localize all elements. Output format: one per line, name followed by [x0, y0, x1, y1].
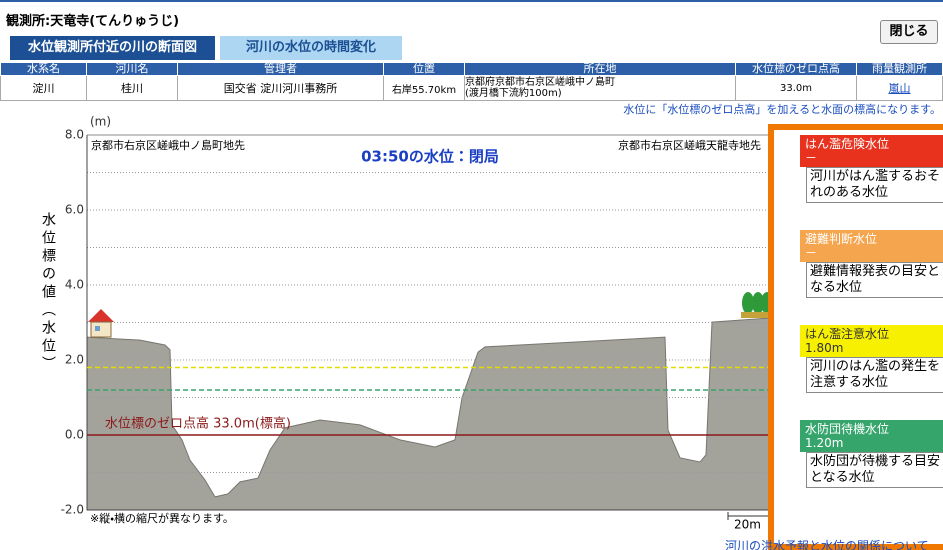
zero-line-label: 水位標のゼロ点高 33.0m(標高) — [105, 416, 291, 432]
bank-label: 京都市右京区嵯峨天龍寺地先 — [618, 138, 761, 152]
level-name: はん濫危険水位 — [805, 137, 890, 151]
footer-link[interactable]: 河川の洪水予報と水位の関係について — [725, 539, 929, 550]
y-tick-label: -2.0 — [61, 503, 84, 517]
scale-note: ※縦・横の縮尺が異なります。 — [90, 511, 234, 525]
level-header: 水防団待機水位 1.20m — [800, 420, 943, 452]
level-value: 1.20m — [805, 436, 844, 450]
y-tick-label: 8.0 — [65, 128, 84, 142]
col-header: 水系名 — [0, 62, 87, 76]
top-rule — [0, 0, 943, 2]
scale-bar-label: 20m — [734, 518, 761, 532]
tab-active[interactable]: 水位観測所付近の川の断面図 — [10, 36, 215, 60]
level-value: － — [805, 246, 818, 260]
level-header: はん濫危険水位－ — [800, 135, 943, 167]
station-title: 観測所:天竜寺(てんりゅうじ) — [6, 14, 180, 29]
level-header: はん濫注意水位 1.80m — [800, 325, 943, 357]
cell: 33.0m — [735, 75, 857, 101]
house-icon — [88, 309, 114, 338]
level-description: 水防団が待機する目安となる水位 — [806, 452, 943, 488]
tab[interactable]: 河川の水位の時間変化 — [220, 36, 402, 60]
location: 京都府京都市右京区嵯峨中ノ島町 — [465, 77, 615, 88]
info-table: 水系名 河川名 管理者 位置 所在地 水位標のゼロ点高 雨量観測所 淀川 桂川 … — [0, 62, 943, 101]
y-axis-label: 水位標の値（水位） — [40, 212, 56, 374]
col-header: 水位標のゼロ点高 — [735, 62, 857, 76]
cell: 右岸55.70km — [383, 75, 465, 101]
rain-link[interactable]: 嵐山 — [888, 82, 911, 95]
status: 03:50の水位：閉局 — [361, 148, 499, 166]
cell: 嵐山 — [856, 75, 943, 101]
ground-profile — [86, 317, 771, 511]
level-name: 避難判断水位 — [805, 232, 878, 246]
level-description: 河川がはん濫するおそれのある水位 — [806, 167, 943, 203]
level-name: 水防団待機水位 — [805, 422, 890, 436]
level-header: 避難判断水位－ — [800, 230, 943, 262]
y-tick-label: 2.0 — [65, 353, 84, 367]
location: (渡月橋下流約100m) — [465, 88, 562, 99]
cell: 京都府京都市右京区嵯峨中ノ島町 (渡月橋下流約100m) — [464, 75, 736, 101]
y-tick-label: 6.0 — [65, 203, 84, 217]
note: 水位に「水位標のゼロ点高」を加えると水面の標高になります。 — [623, 103, 941, 116]
bank-label: 京都市右京区嵯峨中ノ島町地先 — [91, 138, 245, 152]
level-name: はん濫注意水位 — [805, 327, 890, 341]
close-button[interactable]: 閉じる — [880, 20, 938, 44]
cell: 淀川 — [0, 75, 87, 101]
level-value: 1.80m — [805, 341, 844, 355]
col-header: 雨量観測所 — [856, 62, 943, 76]
unit-label: (m) — [90, 115, 111, 129]
cell: 国交省 淀川河川事務所 — [177, 75, 384, 101]
y-tick-label: 0.0 — [65, 428, 84, 442]
level-description: 避難情報発表の目安となる水位 — [806, 262, 943, 298]
y-tick-label: 4.0 — [65, 278, 84, 292]
level-value: － — [805, 151, 818, 165]
level-description: 河川のはん濫の発生を注意する水位 — [806, 357, 943, 393]
